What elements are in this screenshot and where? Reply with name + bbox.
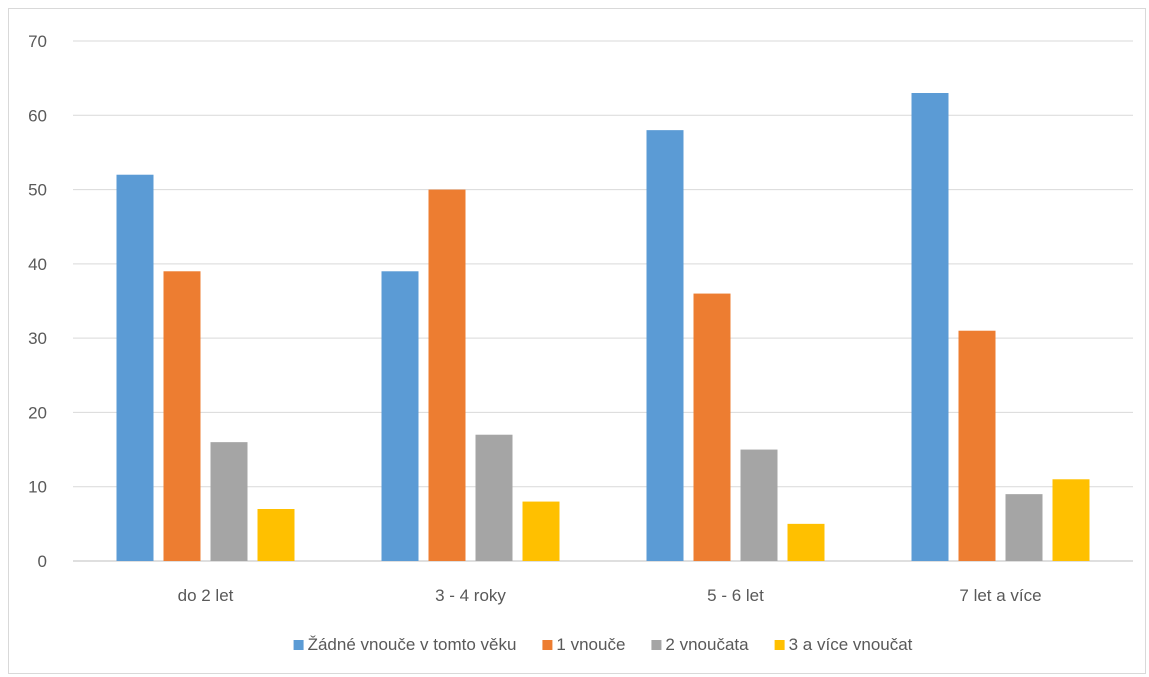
legend-swatch: [293, 640, 304, 650]
y-tick-label: 70: [28, 32, 47, 51]
legend-item: 2 vnoučata: [651, 635, 749, 654]
x-tick-label: 7 let a více: [959, 586, 1041, 605]
legend-item: 1 vnouče: [542, 635, 625, 654]
bar: [210, 442, 248, 561]
bars: [116, 93, 1090, 562]
legend-swatch: [542, 640, 553, 650]
x-tick-label: do 2 let: [178, 586, 234, 605]
bar: [911, 93, 949, 561]
bar: [475, 434, 513, 561]
legend-label: Žádné vnouče v tomto věku: [308, 635, 517, 654]
bar: [257, 509, 295, 561]
legend-swatch: [651, 640, 662, 650]
x-tick-label: 3 - 4 roky: [435, 586, 506, 605]
legend-label: 3 a více vnoučat: [789, 635, 913, 654]
y-tick-label: 0: [38, 552, 47, 571]
y-tick-label: 10: [28, 478, 47, 497]
bar: [381, 271, 419, 561]
y-tick-label: 40: [28, 255, 47, 274]
bar: [693, 293, 731, 561]
bar: [646, 130, 684, 561]
bar: [116, 174, 154, 561]
y-tick-label: 60: [28, 106, 47, 125]
bar: [740, 449, 778, 561]
y-tick-label: 30: [28, 329, 47, 348]
gridlines: [73, 40, 1133, 562]
legend-label: 2 vnoučata: [665, 635, 749, 654]
bar: [958, 330, 996, 561]
legend: Žádné vnouče v tomto věku 1 vnouče 2 vnouč…: [293, 635, 913, 654]
x-tick-label: 5 - 6 let: [707, 586, 764, 605]
bar: [163, 271, 201, 561]
bar: [1005, 494, 1043, 561]
y-tick-label: 50: [28, 181, 47, 200]
bar: [1052, 479, 1090, 561]
bar: [428, 189, 466, 562]
x-axis: do 2 let 3 - 4 roky 5 - 6 let 7 let a více: [178, 586, 1042, 605]
legend-item: Žádné vnouče v tomto věku: [293, 635, 517, 654]
y-axis-ticks: 0 10 20 30 40 50 60 70: [28, 32, 47, 571]
bar: [522, 501, 560, 561]
legend-label: 1 vnouče: [556, 635, 625, 654]
y-tick-label: 20: [28, 403, 47, 422]
bar: [787, 523, 825, 561]
legend-swatch: [774, 640, 785, 650]
legend-item: 3 a více vnoučat: [774, 635, 913, 654]
